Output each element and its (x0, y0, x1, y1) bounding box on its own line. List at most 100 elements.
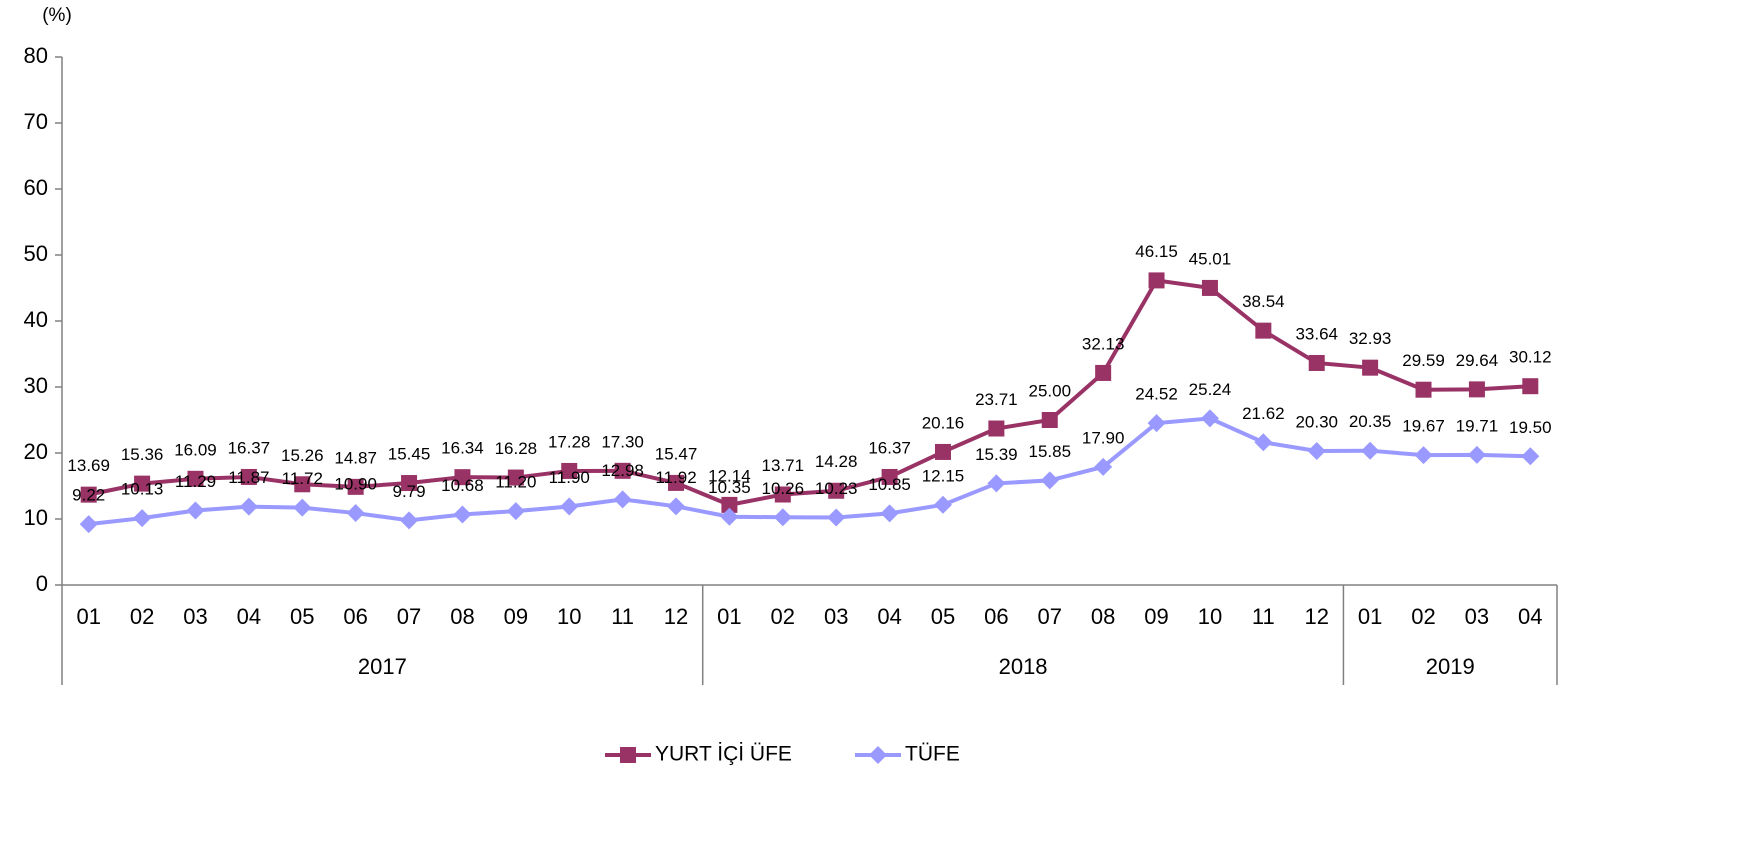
point (561, 462, 578, 479)
y-tick-label: 40 (24, 307, 48, 332)
y-tick-label: 0 (36, 571, 48, 596)
x-group-label: 2019 (1426, 654, 1475, 679)
point (1522, 378, 1539, 395)
data-label: 9.22 (72, 486, 105, 505)
data-label: 15.45 (388, 445, 431, 464)
point (1147, 414, 1166, 433)
x-tick-label: 03 (1465, 604, 1489, 629)
x-tick-label: 11 (1252, 604, 1275, 629)
x-tick-label: 04 (1518, 604, 1542, 629)
data-label: 25.24 (1189, 380, 1232, 399)
data-label: 15.85 (1028, 442, 1071, 461)
point (1148, 272, 1165, 289)
x-tick-label: 04 (877, 604, 901, 629)
data-label: 12.14 (708, 466, 751, 485)
data-label: 10.26 (762, 479, 805, 498)
point (721, 496, 738, 513)
data-label: 13.71 (762, 456, 805, 475)
point (1467, 445, 1486, 464)
data-label: 29.59 (1402, 351, 1445, 370)
x-tick-label: 09 (504, 604, 528, 629)
y-tick-label: 70 (24, 109, 48, 134)
data-label: 12.98 (601, 461, 644, 480)
point (506, 502, 525, 521)
data-label: 19.67 (1402, 417, 1445, 436)
data-label: 14.87 (334, 448, 377, 467)
data-label: 15.26 (281, 446, 324, 465)
data-label: 45.01 (1189, 249, 1232, 268)
data-label: 32.93 (1349, 329, 1392, 348)
x-tick-label: 01 (1358, 604, 1382, 629)
point (933, 495, 952, 514)
point (453, 505, 472, 524)
data-label: 15.36 (121, 445, 164, 464)
point (1094, 457, 1113, 476)
x-tick-label: 12 (1304, 604, 1328, 629)
point (239, 497, 258, 516)
data-label: 16.28 (495, 439, 538, 458)
point (560, 497, 579, 516)
point (828, 482, 845, 499)
x-group-label: 2018 (999, 654, 1048, 679)
data-label: 11.72 (282, 469, 323, 488)
data-label: 29.64 (1456, 351, 1499, 370)
data-label: 10.13 (121, 480, 164, 499)
point (400, 511, 419, 530)
data-label: 11.20 (495, 473, 536, 492)
point (294, 476, 311, 493)
point (1254, 433, 1273, 452)
point (881, 468, 898, 485)
data-label: 19.71 (1456, 416, 1499, 435)
point (454, 469, 471, 486)
data-label: 11.92 (655, 468, 696, 487)
data-label: 16.09 (174, 440, 217, 459)
data-label: 16.37 (868, 438, 911, 457)
point (79, 515, 98, 534)
data-label: 20.16 (922, 413, 965, 432)
data-label: 10.35 (708, 478, 751, 497)
data-label: 10.90 (334, 475, 377, 494)
series-line (88, 278, 1531, 507)
point (880, 504, 899, 523)
point (347, 478, 364, 495)
x-tick-label: 05 (290, 604, 314, 629)
point (667, 497, 686, 516)
point (1307, 442, 1326, 461)
x-tick-label: 07 (1038, 604, 1062, 629)
x-tick-label: 11 (611, 604, 634, 629)
x-tick-label: 05 (931, 604, 955, 629)
data-label: 10.85 (868, 475, 911, 494)
x-tick-label: 08 (1091, 604, 1115, 629)
point (1308, 354, 1325, 371)
data-label: 32.13 (1082, 334, 1125, 353)
data-label: 10.68 (441, 476, 484, 495)
point (1041, 412, 1058, 428)
data-label: 13.69 (67, 456, 110, 475)
data-label: 17.30 (601, 432, 644, 451)
point (1255, 322, 1272, 339)
point (774, 486, 791, 503)
y-tick-label: 60 (24, 175, 48, 200)
point (346, 504, 365, 523)
data-label: 16.37 (228, 438, 271, 457)
x-tick-label: 03 (824, 604, 848, 629)
point (934, 443, 951, 460)
point (1414, 446, 1433, 465)
point (613, 490, 632, 509)
data-label: 14.28 (815, 452, 858, 471)
point (1201, 279, 1218, 296)
legend-label: YURT İÇİ ÜFE (655, 743, 792, 766)
point (1521, 447, 1540, 466)
x-tick-label: 04 (237, 604, 261, 629)
data-label: 23.71 (975, 390, 1018, 409)
data-label: 20.35 (1349, 412, 1392, 431)
data-label: 15.47 (655, 444, 698, 463)
point (240, 468, 257, 485)
data-label: 46.15 (1135, 242, 1178, 261)
data-label: 25.00 (1028, 381, 1071, 400)
point (827, 508, 846, 527)
x-tick-label: 10 (557, 604, 581, 629)
data-label: 17.90 (1082, 428, 1125, 447)
data-label: 17.28 (548, 432, 591, 451)
